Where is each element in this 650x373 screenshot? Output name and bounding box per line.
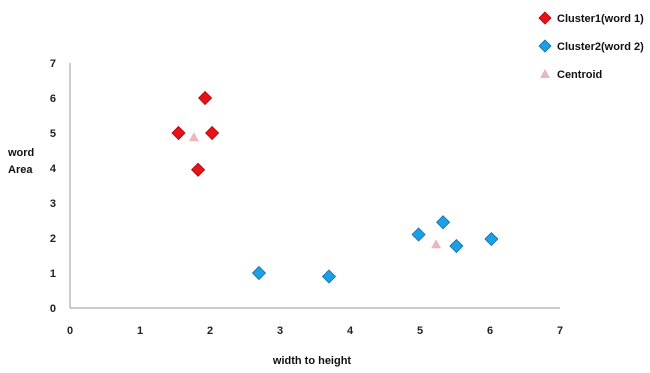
x-tick-label: 5 (417, 325, 423, 337)
y-axis-title-line-2: Area (8, 164, 33, 176)
legend-label: Centroid (557, 69, 602, 81)
legend-marker (538, 11, 552, 25)
series-3 (188, 132, 442, 249)
data-point (321, 269, 337, 284)
data-point (188, 132, 199, 142)
axes (69, 63, 560, 309)
legend-label: Cluster2(word 2) (557, 41, 644, 53)
series-2 (251, 215, 499, 284)
data-point (449, 238, 464, 254)
data-point (411, 227, 426, 242)
y-tick-label: 3 (50, 198, 56, 210)
legend-item: Cluster1(word 1) (538, 11, 644, 25)
legend-marker (540, 69, 550, 78)
data-point (431, 239, 442, 249)
x-tick-label: 7 (557, 325, 563, 337)
data-point (191, 162, 206, 177)
data-point (251, 265, 267, 281)
legend-item: Cluster2(word 2) (538, 39, 644, 53)
data-point (484, 231, 499, 247)
y-tick-labels: 0 1 2 3 4 5 6 7 (50, 58, 57, 315)
series-1 (171, 90, 220, 177)
x-axis-title: width to height (272, 355, 352, 367)
x-tick-labels: 0 1 2 3 4 5 6 7 (67, 325, 563, 337)
legend-label: Cluster1(word 1) (557, 13, 644, 25)
legend-item: Centroid (540, 69, 602, 81)
y-tick-label: 1 (50, 268, 56, 280)
x-tick-label: 1 (137, 325, 143, 337)
y-tick-label: 7 (50, 58, 56, 70)
x-tick-label: 6 (487, 325, 493, 337)
legend: Cluster1(word 1) Cluster2(word 2) Centroid (538, 11, 644, 81)
data-point (171, 125, 186, 141)
x-tick-label: 3 (277, 325, 283, 337)
y-tick-label: 5 (50, 128, 56, 140)
y-axis-title-line-1: word (7, 147, 34, 159)
data-point (205, 125, 220, 141)
data-points (171, 90, 499, 284)
y-tick-label: 0 (50, 303, 56, 315)
y-tick-label: 4 (50, 163, 57, 175)
y-tick-label: 2 (50, 233, 56, 245)
x-tick-label: 2 (207, 325, 213, 337)
y-tick-label: 6 (50, 93, 56, 105)
data-point (436, 215, 451, 230)
x-tick-label: 4 (347, 325, 354, 337)
legend-marker (538, 39, 552, 53)
x-tick-label: 0 (67, 325, 73, 337)
data-point (198, 90, 213, 106)
